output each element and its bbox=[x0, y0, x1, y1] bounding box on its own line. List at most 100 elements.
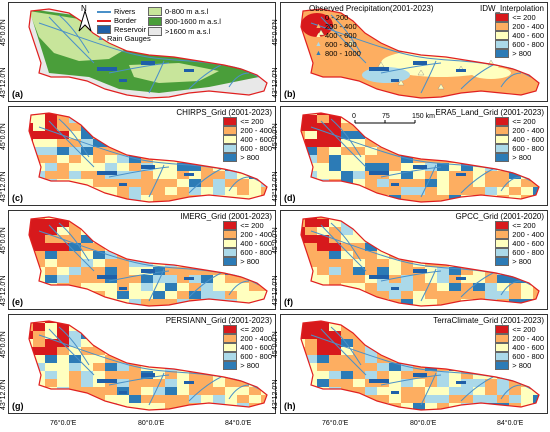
grid-cell bbox=[201, 379, 213, 387]
grid-cell bbox=[153, 115, 165, 123]
grid-cell bbox=[189, 155, 201, 163]
grid-cell bbox=[317, 347, 329, 355]
grid-cell bbox=[413, 411, 425, 414]
grid-cell bbox=[317, 363, 329, 371]
legend-row: 600 - 800 bbox=[223, 248, 272, 257]
grid-cell bbox=[153, 403, 165, 410]
grid-cell bbox=[33, 283, 45, 291]
reservoir bbox=[413, 61, 427, 65]
grid-cell bbox=[141, 307, 153, 310]
grid-cell bbox=[425, 243, 437, 251]
grid-cell bbox=[473, 339, 485, 347]
grid-cell bbox=[117, 123, 129, 131]
grid-cell bbox=[225, 187, 237, 195]
grid-cell bbox=[153, 171, 165, 179]
grid-cell bbox=[281, 371, 293, 379]
grid-cell bbox=[29, 227, 33, 235]
legend-text: 800 - 1000 bbox=[324, 49, 361, 58]
grid-cell bbox=[165, 147, 177, 155]
grid-cell bbox=[201, 227, 213, 235]
grid-cell bbox=[69, 355, 81, 363]
grid-cell bbox=[317, 243, 329, 251]
grid-cell bbox=[69, 243, 81, 251]
grid-cell bbox=[189, 259, 201, 267]
lat-label-45-right-row2: 45°0.0'N bbox=[272, 123, 279, 150]
grid-cell bbox=[69, 267, 81, 275]
grid-cell bbox=[449, 331, 461, 339]
grid-cell bbox=[29, 243, 33, 251]
river-line bbox=[108, 62, 170, 74]
grid-cell bbox=[45, 131, 57, 139]
grid-cell bbox=[305, 131, 317, 139]
grid-cell bbox=[201, 331, 213, 339]
grid-cell bbox=[129, 395, 141, 403]
grid-cell bbox=[57, 307, 69, 310]
grid-cell bbox=[389, 347, 401, 355]
grid-cell bbox=[177, 147, 189, 155]
grid-cell bbox=[365, 283, 377, 291]
grid-cell bbox=[401, 219, 413, 227]
grid-cell bbox=[353, 339, 365, 347]
grid-cell bbox=[305, 267, 317, 275]
lat-label-43-left-row2: 43°12.0'N bbox=[0, 171, 7, 202]
grid-cell bbox=[45, 307, 57, 310]
north-arrow-shape bbox=[78, 9, 92, 32]
grid-cell bbox=[117, 321, 129, 323]
grid-cell bbox=[69, 147, 81, 155]
grid-cell bbox=[129, 235, 141, 243]
grid-cell bbox=[177, 395, 189, 403]
grid-cell bbox=[105, 355, 117, 363]
river-line bbox=[48, 224, 95, 272]
grid-cell bbox=[105, 113, 117, 115]
legend-text: > 800 bbox=[512, 361, 532, 370]
grid-cell bbox=[165, 179, 177, 187]
grid-cell bbox=[317, 227, 329, 235]
grid-cell bbox=[81, 307, 93, 310]
triangle-icon: ▲ bbox=[315, 23, 322, 30]
grid-cell bbox=[177, 291, 189, 299]
grid-cell bbox=[117, 235, 129, 243]
grid-cell bbox=[281, 251, 293, 259]
triangle-icon: ▲ bbox=[97, 35, 104, 42]
grid-cell bbox=[437, 171, 449, 179]
grid-cell bbox=[401, 411, 413, 414]
grid-cell bbox=[57, 331, 69, 339]
grid-cell bbox=[473, 395, 485, 403]
grid-cell bbox=[329, 147, 341, 155]
grid-cell bbox=[69, 291, 81, 299]
grid-cell bbox=[105, 227, 117, 235]
grid-cell bbox=[353, 217, 365, 219]
grid-cell bbox=[165, 355, 177, 363]
river-line bbox=[330, 326, 362, 366]
grid-cell bbox=[509, 283, 521, 291]
grid-cell bbox=[177, 179, 189, 187]
grid-cell bbox=[129, 155, 141, 163]
grid-cell bbox=[81, 163, 93, 171]
lon-label-84-right: 84°0.0'E bbox=[497, 420, 524, 427]
grid-cell bbox=[189, 227, 201, 235]
panel-label: (c) bbox=[12, 193, 23, 203]
grid-cell bbox=[153, 267, 165, 275]
grid-cell bbox=[377, 235, 389, 243]
grid-cell bbox=[317, 299, 329, 306]
grid-cell bbox=[305, 219, 317, 227]
grid-cell bbox=[93, 219, 105, 227]
grid-cell bbox=[81, 299, 93, 306]
grid-cell bbox=[353, 411, 365, 414]
grid-cell bbox=[341, 379, 353, 387]
legend-row: 400 - 600 bbox=[495, 135, 544, 144]
grid-cell bbox=[69, 115, 81, 123]
grid-cell bbox=[57, 163, 69, 171]
legend-swatch bbox=[223, 257, 238, 266]
grid-cell bbox=[261, 291, 267, 299]
grid-cell bbox=[449, 283, 461, 291]
grid-cell bbox=[485, 171, 497, 179]
grid-cell bbox=[69, 203, 81, 206]
grid-cell bbox=[237, 267, 249, 275]
grid-cell bbox=[377, 259, 389, 267]
grid-cell bbox=[105, 203, 117, 206]
legend-row: ▲ 600 - 800 bbox=[315, 40, 361, 49]
grid-cell bbox=[425, 387, 437, 395]
grid-cell bbox=[93, 243, 105, 251]
grid-cell bbox=[177, 227, 189, 235]
